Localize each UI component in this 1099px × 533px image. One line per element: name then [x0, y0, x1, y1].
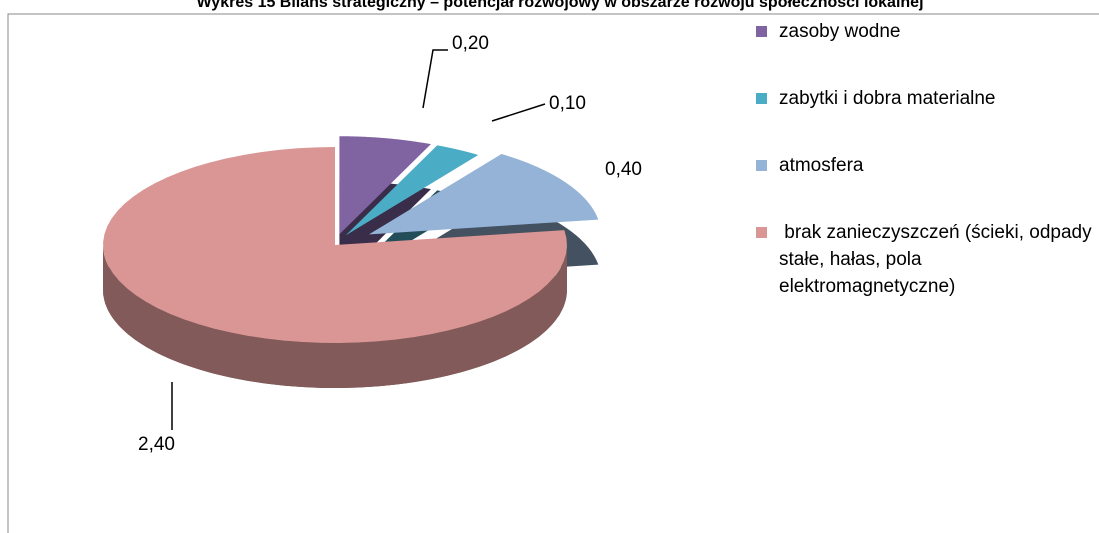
data-label: 0,40 [605, 159, 642, 180]
data-label: 2,40 [138, 434, 175, 455]
data-label: 0,10 [549, 93, 586, 114]
legend-item: zasoby wodne [750, 18, 1095, 45]
slice [345, 145, 479, 236]
chart-frame [7, 13, 1099, 533]
legend-swatch [756, 26, 767, 37]
leader-line [491, 103, 546, 122]
legend-swatch [756, 93, 767, 104]
legend-label: zasoby wodne [779, 21, 901, 42]
legend-label: atmosfera [779, 155, 864, 176]
legend-label: zabytki i dobra materialne [779, 88, 996, 109]
leader-line [422, 49, 448, 109]
slice [339, 136, 431, 235]
legend-swatch [756, 160, 767, 171]
legend-swatch [756, 227, 767, 238]
pie [103, 136, 599, 388]
legend-item: brak zanieczyszczeń (ścieki, odpady stał… [750, 219, 1095, 300]
slice-wall [103, 245, 567, 388]
chart-title: Wykres 15 Bilans strategiczny – potencja… [196, 0, 923, 11]
legend-label: brak zanieczyszczeń (ścieki, odpady stał… [779, 222, 1097, 297]
slice [103, 147, 567, 343]
legend: zasoby wodne zabytki i dobra materialne at… [750, 18, 1095, 340]
data-label: 0,20 [452, 33, 489, 54]
slice [368, 153, 599, 235]
legend-item: atmosfera [750, 152, 1095, 179]
legend-item: zabytki i dobra materialne [750, 85, 1095, 112]
